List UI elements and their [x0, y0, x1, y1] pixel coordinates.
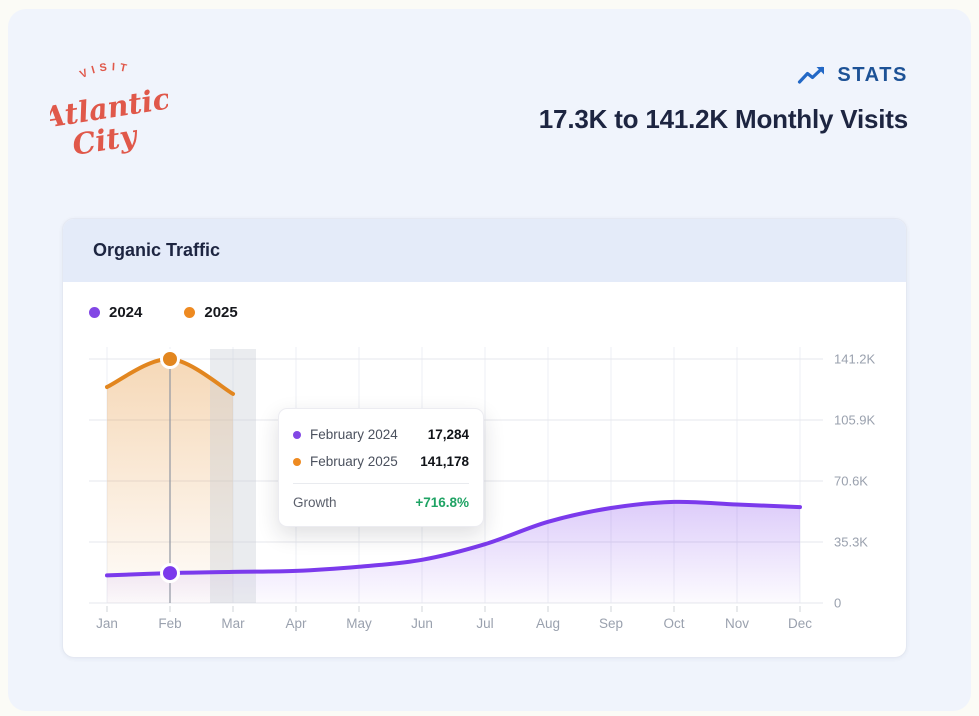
- tooltip-growth-label: Growth: [293, 494, 337, 510]
- svg-text:35.3K: 35.3K: [834, 535, 868, 550]
- logo-visit-text: VISIT: [78, 61, 132, 81]
- card-title: Organic Traffic: [93, 240, 221, 260]
- tooltip-value-2024: 17,284: [427, 427, 469, 442]
- svg-text:105.9K: 105.9K: [834, 413, 876, 428]
- legend-item-2024[interactable]: 2024: [89, 304, 142, 321]
- tooltip-row-2024: February 2024 17,284: [293, 421, 469, 448]
- svg-text:Dec: Dec: [788, 616, 812, 631]
- legend-label-2025: 2025: [204, 304, 238, 321]
- svg-text:70.6K: 70.6K: [834, 474, 868, 489]
- legend-label-2024: 2024: [109, 304, 143, 321]
- tooltip-value-2025: 141,178: [420, 454, 469, 469]
- tooltip-label-2024: February 2024: [310, 427, 398, 442]
- svg-text:Aug: Aug: [536, 616, 560, 631]
- legend-dot-2025: [184, 307, 196, 318]
- stats-label: STATS: [837, 64, 908, 86]
- legend-dot-2024: [89, 307, 100, 318]
- header: STATS 17.3K to 141.2K Monthly Visits: [539, 64, 908, 135]
- tooltip-label-2025: February 2025: [310, 454, 398, 469]
- svg-text:Nov: Nov: [725, 616, 749, 631]
- legend-item-2025[interactable]: 2025: [184, 304, 238, 321]
- svg-text:Jul: Jul: [476, 616, 493, 631]
- card-header: Organic Traffic: [63, 219, 906, 282]
- chart-legend: 2024 2025: [89, 304, 238, 321]
- svg-text:Apr: Apr: [285, 616, 307, 631]
- trending-up-icon: [798, 66, 825, 84]
- svg-text:Jun: Jun: [411, 616, 433, 631]
- tooltip-dot-2025: [293, 457, 301, 466]
- tooltip-growth-row: Growth +716.8%: [293, 489, 469, 515]
- svg-text:Sep: Sep: [599, 616, 623, 631]
- svg-text:Oct: Oct: [663, 616, 684, 631]
- stats-row: STATS: [539, 64, 908, 87]
- page-title: 17.3K to 141.2K Monthly Visits: [538, 104, 908, 134]
- organic-traffic-card: Organic Traffic 2024 2025 0 35.3K 70.6K 105…: [62, 218, 907, 658]
- tooltip-row-2025: February 2025 141,178: [293, 448, 469, 475]
- svg-text:141.2K: 141.2K: [834, 352, 876, 367]
- tooltip-dot-2024: [293, 430, 301, 439]
- tooltip-growth-value: +716.8%: [415, 494, 469, 510]
- svg-text:Jan: Jan: [96, 616, 118, 631]
- logo-art: VISIT Atlantic City: [37, 61, 172, 162]
- tooltip-divider: [293, 483, 469, 484]
- svg-text:Feb: Feb: [158, 616, 181, 631]
- svg-text:0: 0: [834, 596, 841, 611]
- svg-text:May: May: [346, 616, 372, 631]
- chart-tooltip: February 2024 17,284 February 2025 141,1…: [278, 408, 484, 527]
- svg-text:Mar: Mar: [221, 616, 245, 631]
- visit-atlantic-city-logo: VISIT Atlantic City: [37, 44, 172, 171]
- traffic-line-chart[interactable]: 0 35.3K 70.6K 105.9K 141.2K Jan Feb Mar Apr May Ju…: [63, 219, 908, 659]
